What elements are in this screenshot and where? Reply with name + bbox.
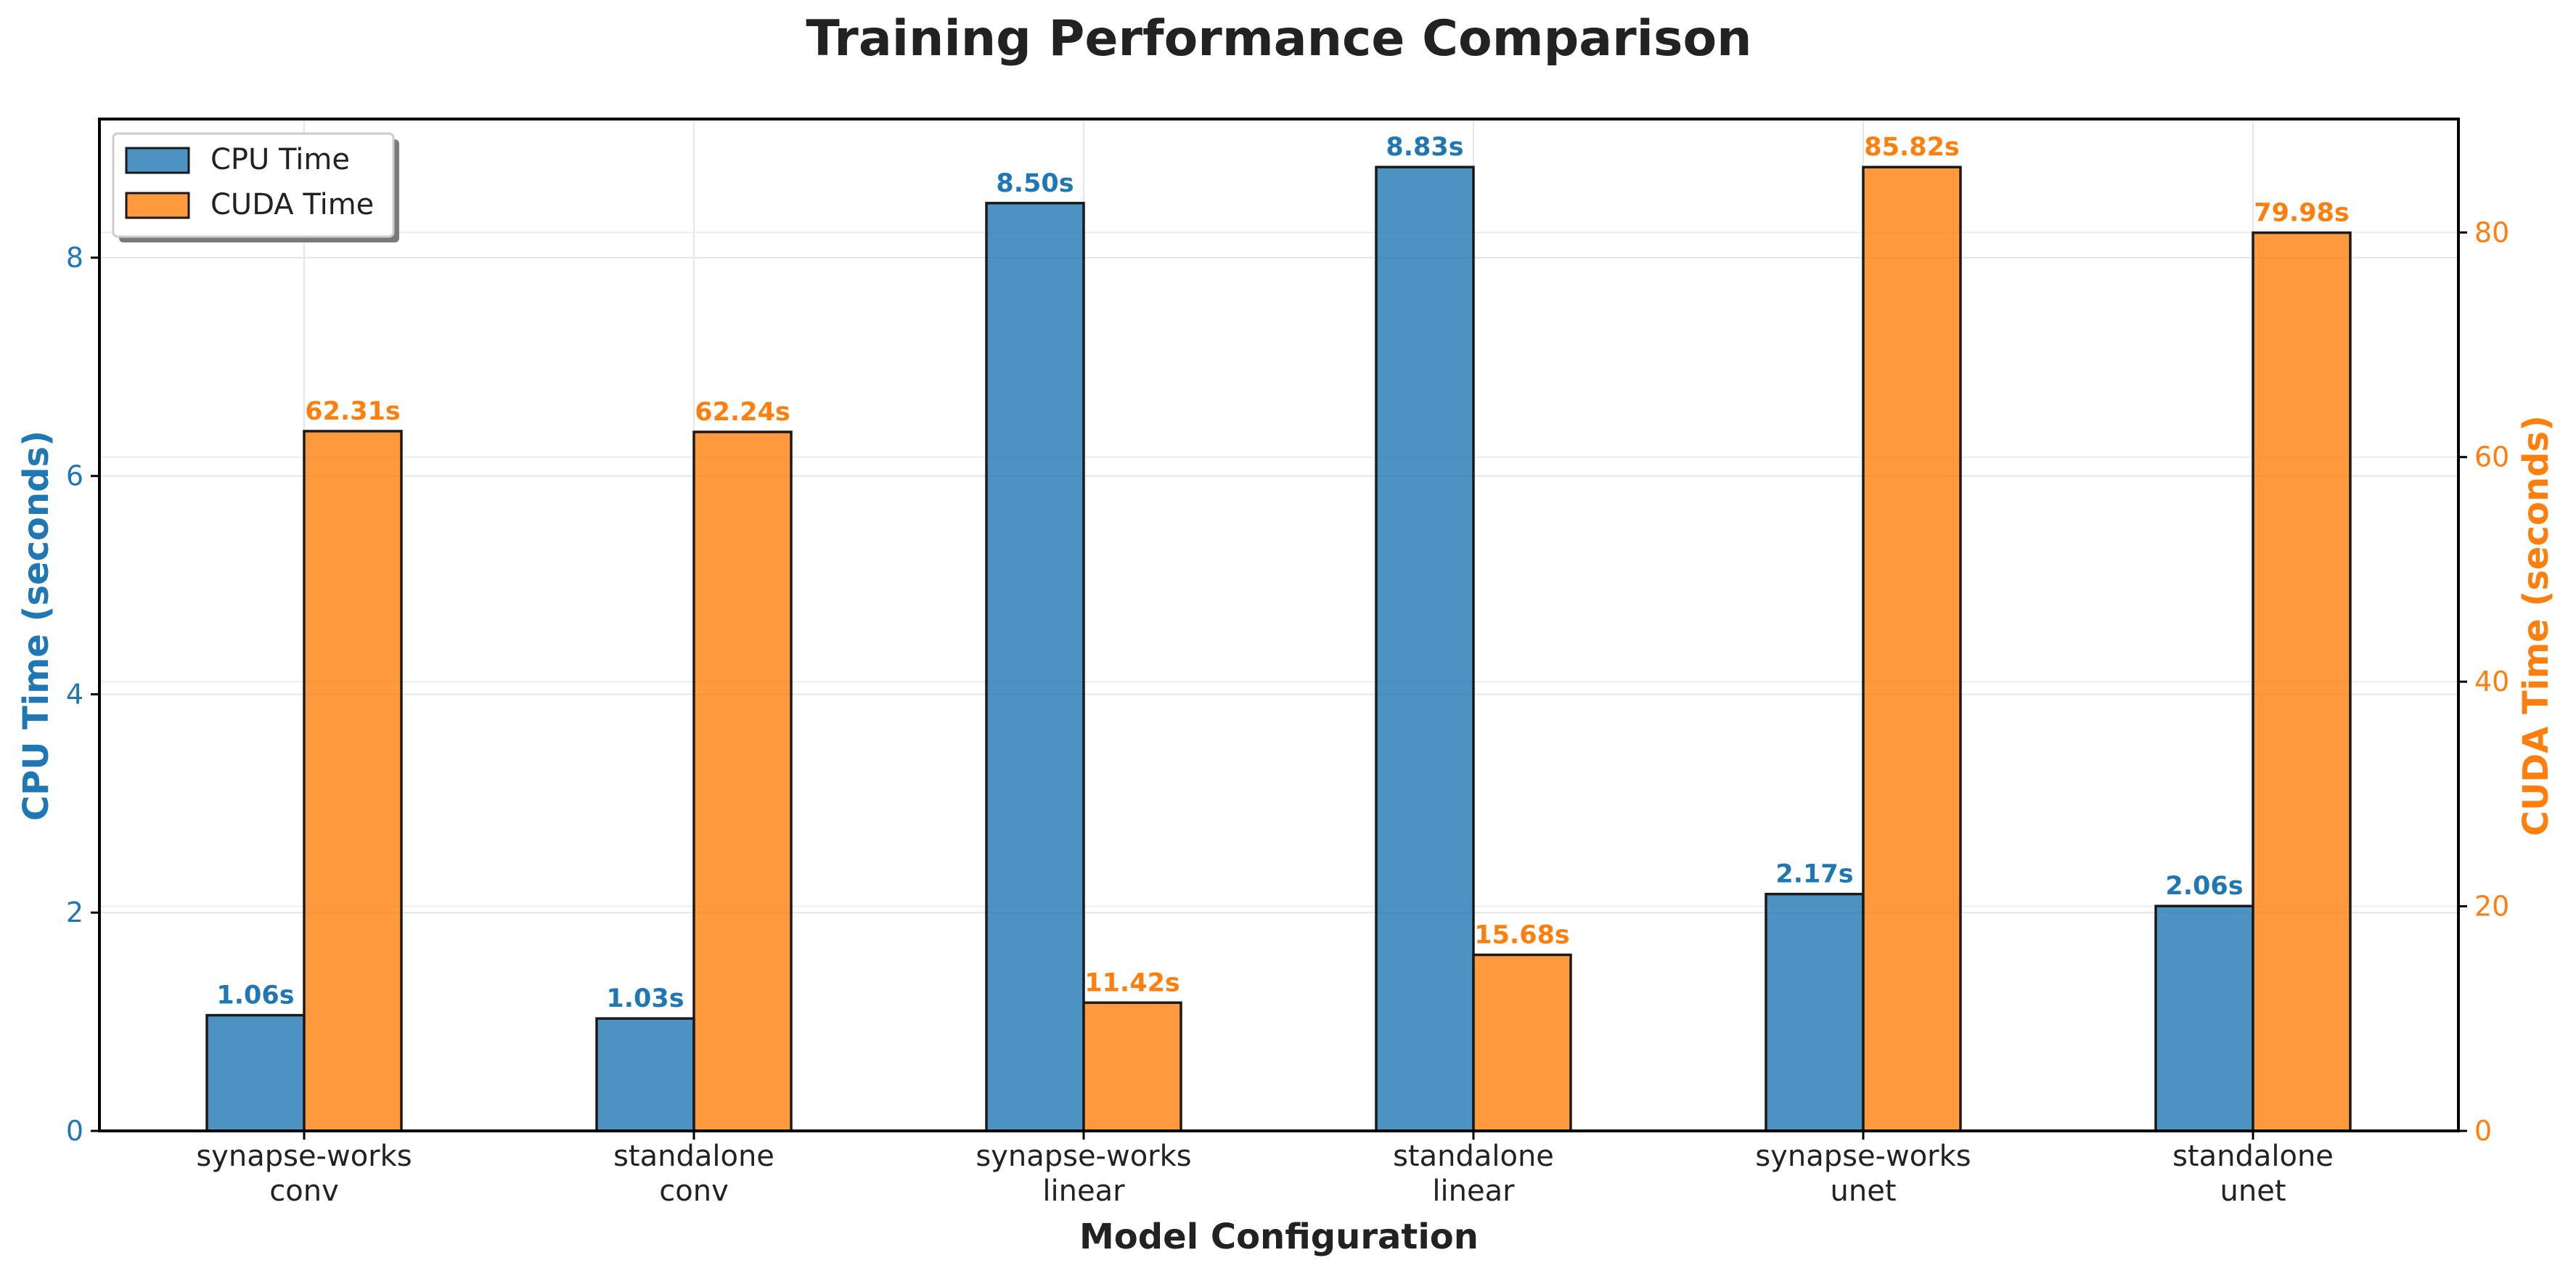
y-tick-label-right: 0 — [2474, 1115, 2492, 1147]
data-label-cpu: 8.50s — [996, 169, 1074, 198]
legend-swatch-cuda — [125, 192, 190, 219]
plot-frame — [98, 118, 2460, 1132]
x-tick-label: standalone — [1393, 1140, 1554, 1173]
legend: CPU Time CUDA Time — [112, 132, 399, 242]
bar-cuda-time — [1082, 1001, 1182, 1132]
bar-cpu-time — [1765, 892, 1865, 1132]
data-label-cuda: 85.82s — [1864, 133, 1960, 162]
bar-cuda-time — [1862, 166, 1962, 1132]
data-label-cpu: 8.83s — [1386, 133, 1463, 162]
axes-layer: 02468020406080synapse-worksconvstandalon… — [66, 216, 2510, 1208]
bar-cuda-time — [692, 430, 793, 1132]
bars-layer — [205, 166, 2352, 1132]
y-tick-label-right: 80 — [2474, 216, 2509, 248]
chart-title: Training Performance Comparison — [806, 10, 1751, 68]
x-tick-label: unet — [1831, 1174, 1897, 1208]
y-tick-label-left: 6 — [66, 460, 83, 492]
x-tick-label: linear — [1042, 1174, 1125, 1208]
bar-cuda-time — [2252, 231, 2352, 1132]
x-tick-label: conv — [269, 1174, 339, 1208]
bar-cpu-time — [1375, 166, 1475, 1132]
x-axis-label: Model Configuration — [1079, 1217, 1479, 1257]
data-label-cpu: 1.03s — [606, 984, 684, 1013]
y-tick-label-right: 60 — [2474, 441, 2509, 473]
x-tick-label: linear — [1432, 1174, 1515, 1208]
y-tick-label-left: 0 — [66, 1115, 83, 1147]
data-label-cuda: 62.31s — [305, 397, 401, 426]
data-label-cpu: 2.17s — [1775, 860, 1853, 889]
y-axis-label-right: CUDA Time (seconds) — [2516, 415, 2556, 836]
bar-cpu-time — [595, 1017, 695, 1132]
x-tick-label: synapse-works — [976, 1140, 1191, 1173]
x-tick-label: unet — [2220, 1174, 2286, 1208]
legend-swatch-cpu — [125, 147, 190, 174]
data-label-cuda: 79.98s — [2254, 199, 2350, 228]
data-label-cpu: 1.06s — [216, 981, 294, 1010]
bar-cpu-time — [2154, 904, 2254, 1132]
legend-label-cuda: CUDA Time — [210, 188, 374, 221]
y-tick-label-left: 2 — [66, 896, 83, 928]
bar-cpu-time — [205, 1013, 306, 1132]
x-tick-label: conv — [659, 1174, 729, 1208]
y-tick-label-left: 4 — [66, 678, 83, 710]
y-tick-label-right: 20 — [2474, 891, 2509, 923]
bar-cuda-time — [303, 430, 403, 1132]
x-tick-label: standalone — [2172, 1140, 2334, 1173]
x-tick-label: synapse-works — [1755, 1140, 1971, 1173]
data-label-cuda: 11.42s — [1084, 968, 1180, 997]
y-axis-label-left: CPU Time (seconds) — [16, 430, 57, 821]
data-label-cuda: 62.24s — [695, 398, 790, 427]
x-tick-label: synapse-works — [196, 1140, 412, 1173]
legend-label-cpu: CPU Time — [210, 143, 350, 176]
y-tick-label-left: 8 — [66, 242, 83, 274]
x-tick-label: standalone — [613, 1140, 774, 1173]
data-label-cpu: 2.06s — [2165, 872, 2243, 901]
bar-cpu-time — [985, 202, 1085, 1132]
data-label-cuda: 15.68s — [1474, 920, 1570, 949]
data-labels-layer: 1.06s 1.03s 8.50s 8.83s 2.17s 2.06s 62.31s 62.2… — [216, 133, 2349, 1013]
bar-cuda-time — [1472, 953, 1572, 1132]
grid-layer — [99, 119, 2458, 1132]
y-tick-label-right: 40 — [2474, 666, 2509, 698]
